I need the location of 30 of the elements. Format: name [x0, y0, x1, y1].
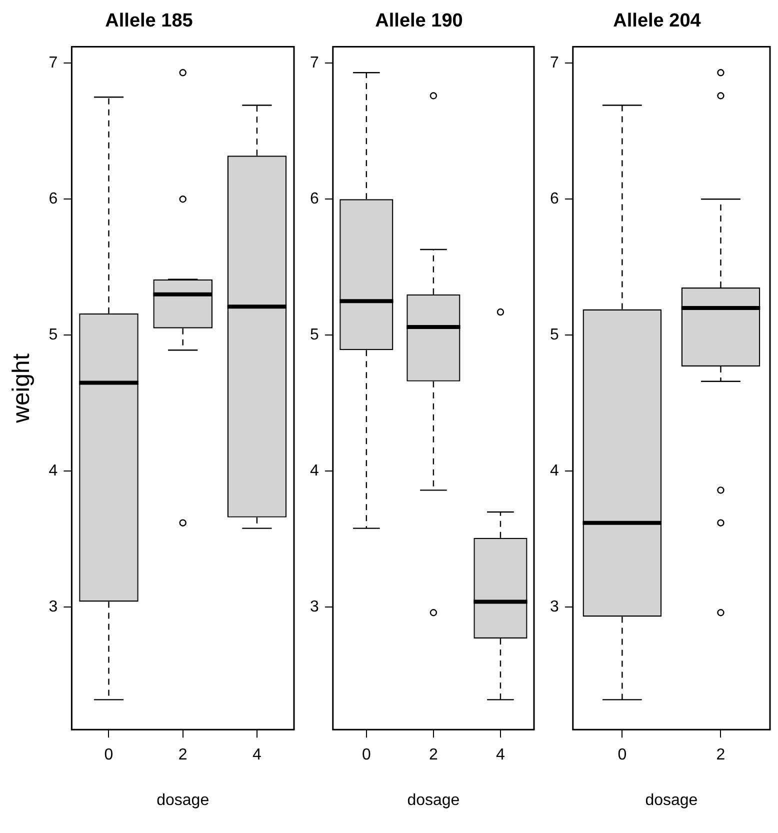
y-tick-label: 3 — [550, 598, 559, 616]
y-tick-label: 6 — [310, 190, 319, 208]
x-tick-label: 2 — [716, 746, 726, 764]
y-tick-label: 6 — [48, 190, 58, 208]
x-axis-title: dosage — [407, 792, 460, 809]
y-tick-label: 7 — [48, 54, 58, 72]
x-tick-label: 0 — [104, 746, 114, 764]
chart-title: Allele 190 — [375, 10, 463, 32]
x-axis-title: dosage — [645, 792, 698, 809]
x-tick-label: 0 — [618, 746, 627, 764]
x-tick-label: 4 — [252, 746, 262, 764]
x-tick-label: 0 — [362, 746, 371, 764]
chart-title: Allele 185 — [105, 10, 194, 32]
chart-title: Allele 204 — [613, 10, 702, 32]
y-tick-label: 3 — [48, 598, 58, 616]
y-tick-label: 5 — [550, 326, 559, 344]
y-tick-label: 5 — [48, 326, 58, 344]
x-tick-label: 2 — [178, 746, 188, 764]
y-tick-label: 4 — [310, 462, 319, 480]
y-axis-title: weight — [8, 353, 36, 424]
y-tick-label: 7 — [310, 54, 319, 72]
x-tick-label: 4 — [496, 746, 506, 764]
y-tick-label: 4 — [550, 462, 559, 480]
x-tick-label: 2 — [428, 746, 438, 764]
y-tick-label: 7 — [550, 54, 559, 72]
x-axis-title: dosage — [156, 792, 210, 809]
y-tick-label: 6 — [550, 190, 559, 208]
y-tick-label: 4 — [48, 462, 58, 480]
y-tick-label: 5 — [310, 326, 319, 344]
y-tick-label: 3 — [310, 598, 319, 616]
